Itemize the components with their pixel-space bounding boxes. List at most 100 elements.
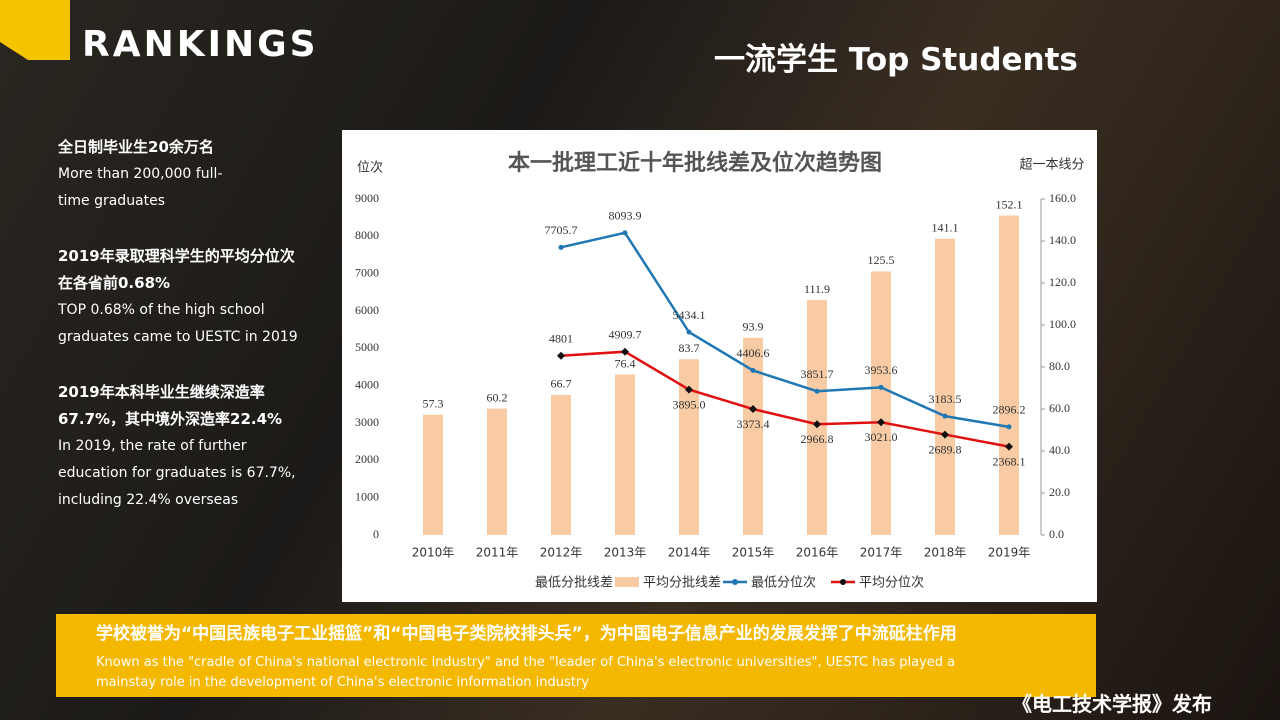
fact-line: 全日制毕业生20余万名 xyxy=(58,138,214,156)
point-label: 2689.8 xyxy=(929,442,962,456)
point xyxy=(941,430,949,439)
point-label: 4406.6 xyxy=(737,346,770,360)
fact-line: 在各省前0.68% xyxy=(58,274,171,292)
fact-line: graduates came to UESTC in 2019 xyxy=(58,329,298,345)
y2-tick-label: 120.0 xyxy=(1049,275,1076,289)
legend-swatch xyxy=(732,579,738,585)
bar-label: 66.7 xyxy=(551,377,572,391)
y2-tick-label: 160.0 xyxy=(1049,191,1076,205)
bar xyxy=(551,394,571,535)
point-label: 3183.5 xyxy=(929,392,962,406)
bar-label: 152.1 xyxy=(996,197,1023,211)
bar xyxy=(615,374,635,535)
point xyxy=(557,351,565,360)
bar-label: 76.4 xyxy=(615,356,636,370)
fact-line: time graduates xyxy=(58,193,166,209)
line xyxy=(560,231,1010,429)
fact: 全日制毕业生20余万名 More than 200,000 full-time g… xyxy=(58,134,328,215)
legend-swatch xyxy=(615,577,639,587)
point-label: 4909.7 xyxy=(609,327,642,341)
x-tick-label: 2012年 xyxy=(540,546,583,560)
fact-line: 2019年本科毕业生继续深造率 xyxy=(58,383,265,401)
chart: 本一批理工近十年批线差及位次趋势图 位次 超一本线分 0 1000 2000 3000… xyxy=(342,130,1097,602)
point-label: 4801 xyxy=(549,332,573,346)
legend-swatch xyxy=(840,579,846,585)
bar xyxy=(999,215,1019,535)
bar xyxy=(871,271,891,535)
fact: 2019年录取理科学生的平均分位次 在各省前0.68% TOP 0.68% of t… xyxy=(58,243,328,351)
legend-swatch xyxy=(507,577,531,587)
bar xyxy=(487,408,507,535)
fact-line: education for graduates is 67.7%, xyxy=(58,465,296,481)
point-label: 8093.9 xyxy=(609,209,642,223)
point xyxy=(1006,424,1012,430)
y2-tick-label: 0.0 xyxy=(1049,527,1064,541)
x-tick-label: 2017年 xyxy=(860,546,903,560)
y2-tick-label: 40.0 xyxy=(1049,443,1070,457)
x-tick-label: 2015年 xyxy=(732,546,775,560)
point xyxy=(814,388,820,394)
point xyxy=(622,230,628,236)
bar-label: 83.7 xyxy=(679,341,700,355)
point-label: 2896.2 xyxy=(993,403,1026,417)
bar-label: 111.9 xyxy=(804,282,830,296)
point-label: 7705.7 xyxy=(545,223,578,237)
x-tick-label: 2019年 xyxy=(988,546,1031,560)
y-tick-label: 2000 xyxy=(355,452,379,466)
bar-label: 125.5 xyxy=(868,253,895,267)
y2-tick-label: 80.0 xyxy=(1049,359,1070,373)
point xyxy=(750,367,756,373)
banner-cn: 学校被誉为“中国民族电子工业摇篮”和“中国电子类院校排头兵”，为中国电子信息产业… xyxy=(96,624,957,644)
point xyxy=(749,405,757,414)
y-tick-label: 1000 xyxy=(355,489,379,503)
fact-line: TOP 0.68% of the high school xyxy=(58,302,265,318)
point xyxy=(621,347,629,356)
y2-axis-title: 超一本线分 xyxy=(1019,158,1084,173)
bar xyxy=(935,238,955,535)
legend-label: 平均分位次 xyxy=(859,575,924,591)
point xyxy=(685,385,693,394)
point xyxy=(877,418,885,427)
fact-line: 2019年录取理科学生的平均分位次 xyxy=(58,247,295,265)
x-tick-label: 2011年 xyxy=(476,546,519,560)
y-tick-label: 6000 xyxy=(355,303,379,317)
bar-label: 60.2 xyxy=(487,390,508,404)
y-tick-label: 8000 xyxy=(355,228,379,242)
point xyxy=(686,329,692,335)
legend-label: 最低分位次 xyxy=(751,575,816,591)
fact-line: More than 200,000 full- xyxy=(58,166,223,182)
y2-tick-label: 20.0 xyxy=(1049,485,1070,499)
point-label: 3851.7 xyxy=(801,367,834,381)
bar-label: 57.3 xyxy=(423,396,444,410)
facts: 全日制毕业生20余万名 More than 200,000 full-time g… xyxy=(58,134,328,542)
point-label: 5434.1 xyxy=(673,308,706,322)
point xyxy=(942,413,948,419)
heading: 一流学生 Top Students xyxy=(714,42,1078,78)
x-tick-label: 2014年 xyxy=(668,546,711,560)
fact: 2019年本科毕业生继续深造率 67.7%，其中境外深造率22.4% In 2019… xyxy=(58,379,328,514)
banner-en: Known as the "cradle of China's national… xyxy=(96,655,956,670)
source: 《电工技术学报》发布 xyxy=(1012,692,1212,716)
fact-line: including 22.4% overseas xyxy=(58,492,239,508)
legend-label: 平均分批线差 xyxy=(643,576,721,591)
point-label: 2966.8 xyxy=(801,432,834,446)
point xyxy=(1005,442,1013,451)
y-tick-label: 3000 xyxy=(355,415,379,429)
bar xyxy=(743,337,763,535)
legend-label: 最低分批线差 xyxy=(535,576,613,591)
line xyxy=(560,350,1010,448)
bar xyxy=(679,359,699,535)
bar-label: 93.9 xyxy=(743,320,764,334)
point xyxy=(878,384,884,390)
brand: RANKINGS xyxy=(82,24,319,65)
point-label: 3895.0 xyxy=(673,397,706,411)
y-tick-label: 7000 xyxy=(355,265,379,279)
x-tick-label: 2013年 xyxy=(604,546,647,560)
x-tick-label: 2016年 xyxy=(796,546,839,560)
banner: 学校被誉为“中国民族电子工业摇篮”和“中国电子类院校排头兵”，为中国电子信息产业… xyxy=(56,614,1096,697)
point-label: 3953.6 xyxy=(865,363,898,377)
bar-label: 141.1 xyxy=(932,220,959,234)
point xyxy=(558,244,564,250)
bar xyxy=(423,414,443,535)
